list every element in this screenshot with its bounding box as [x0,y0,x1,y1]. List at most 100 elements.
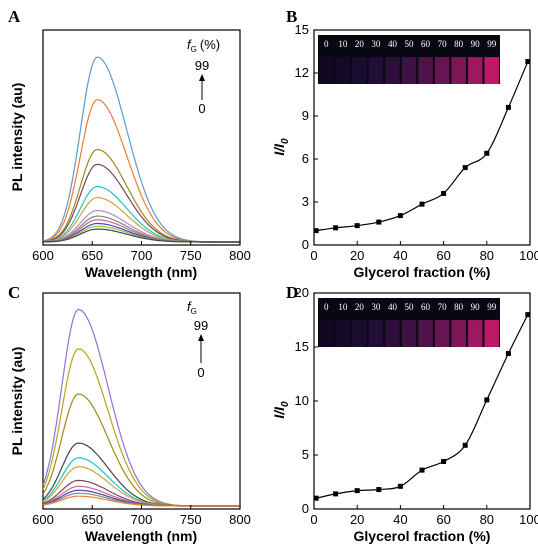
data-point [525,59,531,65]
data-point [505,350,511,356]
vial-label: 90 [471,39,481,49]
spectrum-curve-0 [42,308,240,507]
panel-a: A 600 650 700 750 800 Wavelength (nm) PL int… [8,7,251,280]
panel-c-legend-top: 99 [194,318,208,333]
panel-c-legend-symbol: f [187,299,192,314]
vial-label: 99 [487,39,497,49]
vial-10 [335,57,351,84]
data-point [525,312,531,318]
vial-label: 80 [454,39,464,49]
y-tick-label: 3 [302,194,309,209]
panel-c-legend-bottom: 0 [197,365,204,380]
vial-label: 10 [338,302,348,312]
svg-text:fG: fG [187,299,197,316]
vial-90 [467,57,483,84]
data-point [313,495,319,501]
vial-20 [352,57,367,84]
data-point [484,150,490,156]
panel-c-curves [42,308,240,507]
panel-b-x-label: Glycerol fraction (%) [354,264,491,280]
vial-80 [451,320,466,347]
panel-c-letter: C [8,283,20,302]
panel-d-letter: D [286,283,298,302]
data-point [505,104,511,110]
vial-10 [335,320,351,347]
y-tick-label: 10 [295,393,309,408]
data-point [419,467,425,473]
data-point [484,397,490,403]
y-tick-label: 9 [302,108,309,123]
panel-b-data [313,59,531,234]
vial-30 [368,57,384,84]
data-point [397,213,403,219]
panel-b-letter: B [286,7,297,26]
data-point [354,488,360,494]
data-point [333,491,339,497]
panel-c-legend-arrowhead [198,334,204,341]
y-tick-label: 0 [302,501,309,516]
vial-label: 0 [324,39,329,49]
vial-label: 80 [454,302,464,312]
y-tick-label: 15 [295,22,309,37]
x-tick-label: 750 [180,512,202,527]
vial-40 [385,57,400,84]
panel-a-x-label: Wavelength (nm) [85,264,197,280]
data-point [313,228,319,234]
panel-c: C 600 650 700 750 800 Wavelength (nm) PL int… [8,283,251,544]
x-tick-label: 600 [32,512,54,527]
vial-label: 30 [371,39,381,49]
panel-c-legend-subscript: G [191,307,197,316]
x-tick-label: 60 [436,512,450,527]
x-tick-label: 800 [229,248,251,263]
vial-label: 70 [438,302,448,312]
vial-label: 0 [324,302,329,312]
x-tick-label: 40 [393,248,407,263]
vial-0 [319,57,334,84]
vial-label: 40 [388,302,398,312]
vial-label: 40 [388,39,398,49]
data-point [462,165,468,171]
x-tick-label: 650 [81,248,103,263]
panel-b-y-label: I/I0 [271,138,291,156]
vial-label: 60 [421,302,431,312]
panel-d-inset-photo: 0 10 20 30 40 50 60 70 80 90 99 [318,298,500,347]
x-tick-label: 60 [436,248,450,263]
panel-a-x-ticks: 600 650 700 750 800 [32,241,251,263]
data-point [376,487,382,493]
panel-b-frame [313,29,531,246]
x-tick-label: 20 [350,512,364,527]
vial-40 [385,320,400,347]
data-point [333,225,339,231]
x-tick-label: 0 [310,512,317,527]
panel-d-y-label: I/I0 [271,401,291,419]
y-tick-label: 15 [295,339,309,354]
panel-a-legend-arrowhead [199,74,205,81]
x-tick-label: 700 [131,248,153,263]
data-point [462,442,468,448]
x-tick-label: 40 [393,512,407,527]
panel-d-x-label: Glycerol fraction (%) [354,528,491,544]
panel-c-legend: fG 99 0 [187,299,208,380]
vial-0 [319,320,334,347]
panel-a-legend: fG (%) 99 0 [187,37,220,116]
spectrum-curve-11 [43,228,240,243]
y-tick-label: 0 [302,237,309,252]
panel-a-legend-symbol: f [187,37,192,52]
panel-a-legend-unit: (%) [200,37,220,52]
panel-a-y-label: PL intensity (au) [9,83,25,192]
x-tick-label: 80 [480,512,494,527]
data-point [397,483,403,489]
vial-label: 20 [355,39,365,49]
vial-label: 10 [338,39,348,49]
spectrum-curve-1 [42,99,240,243]
x-tick-label: 800 [229,512,251,527]
x-tick-label: 0 [310,248,317,263]
vial-60 [418,320,433,347]
panel-a-letter: A [8,7,21,26]
vial-label: 50 [405,302,415,312]
vial-30 [368,320,384,347]
y-tick-label: 20 [295,285,309,300]
x-tick-label: 600 [32,248,54,263]
